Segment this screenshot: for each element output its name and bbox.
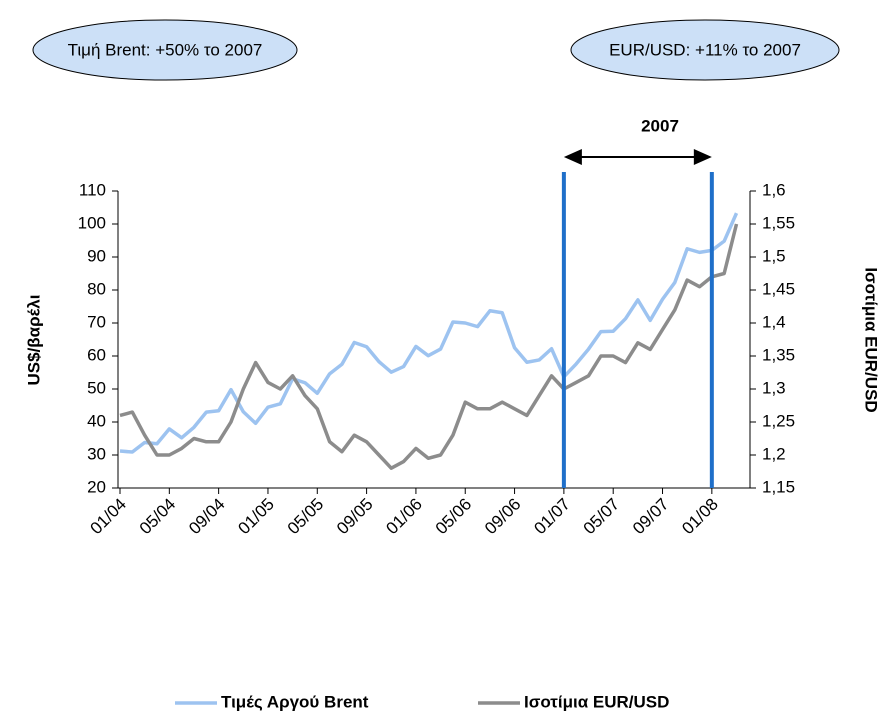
y2-tick-label: 1,25	[762, 411, 795, 430]
x-tick-label: 09/04	[185, 495, 229, 539]
x-tick-label: 01/05	[234, 495, 278, 539]
y-tick-label: 50	[87, 378, 106, 397]
arrow-head	[563, 149, 582, 165]
y-tick-label: 80	[87, 279, 106, 298]
y-tick-label: 100	[78, 213, 106, 232]
y2-axis-title: Ισοτίμια EUR/USD	[862, 267, 881, 412]
y-axis-title: US$/βαρέλι	[24, 294, 43, 385]
x-tick-label: 09/05	[333, 495, 377, 539]
y2-tick-label: 1,6	[762, 180, 786, 199]
legend-label: Ισοτίμια EUR/USD	[524, 692, 669, 711]
y-tick-label: 30	[87, 444, 106, 463]
y2-tick-label: 1,3	[762, 378, 786, 397]
x-tick-label: 05/04	[136, 495, 180, 539]
y2-tick-label: 1,2	[762, 444, 786, 463]
legend-label: Τιμές Αργού Brent	[221, 692, 369, 711]
annotation: Τιμή Brent: +50% το 2007	[68, 40, 263, 59]
x-tick-label: 01/08	[678, 495, 722, 539]
y-tick-label: 40	[87, 411, 106, 430]
x-tick-label: 09/06	[481, 495, 525, 539]
series-line	[119, 212, 739, 454]
y2-tick-label: 1,35	[762, 345, 795, 364]
y2-tick-label: 1,5	[762, 246, 786, 265]
y-tick-label: 90	[87, 246, 106, 265]
y2-tick-label: 1,55	[762, 213, 795, 232]
series-line	[119, 223, 739, 470]
x-tick-label: 01/04	[86, 495, 130, 539]
annotation: EUR/USD: +11% το 2007	[609, 40, 801, 59]
annotation: 2007	[641, 116, 679, 135]
bubble	[570, 19, 840, 81]
y2-tick-label: 1,4	[762, 312, 786, 331]
x-tick-label: 05/07	[580, 495, 624, 539]
x-tick-label: 05/05	[284, 495, 328, 539]
x-tick-label: 01/06	[382, 495, 426, 539]
x-tick-label: 01/07	[530, 495, 574, 539]
y2-tick-label: 1,15	[762, 477, 795, 496]
y-tick-label: 20	[87, 477, 106, 496]
x-tick-label: 05/06	[432, 495, 476, 539]
y-tick-label: 70	[87, 312, 106, 331]
bubble	[32, 19, 298, 81]
arrow-head	[693, 149, 712, 165]
y-tick-label: 110	[79, 180, 106, 199]
x-tick-label: 09/07	[629, 495, 673, 539]
y-tick-label: 60	[87, 345, 106, 364]
y2-tick-label: 1,45	[762, 279, 795, 298]
